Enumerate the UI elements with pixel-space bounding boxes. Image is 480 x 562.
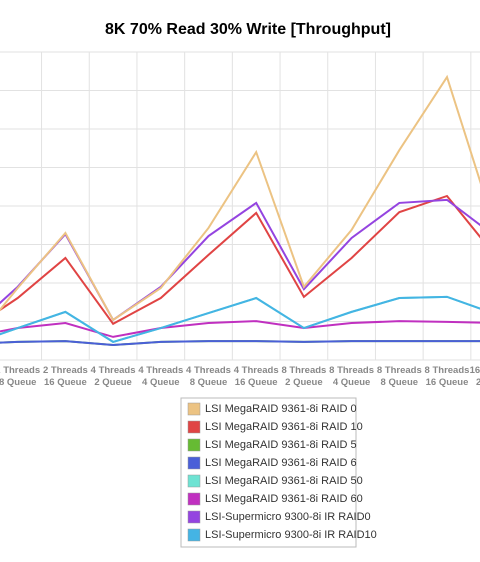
legend-swatch <box>187 528 201 542</box>
x-tick-line: 8 Threads <box>425 365 470 376</box>
series-line <box>0 295 480 343</box>
x-tick-line: 8 Threads <box>377 365 422 376</box>
legend-swatch <box>187 474 201 488</box>
legend-swatch <box>187 438 201 452</box>
legend-swatch <box>187 456 201 470</box>
legend-label: LSI-Supermicro 9300-8i IR RAID10 <box>205 529 377 541</box>
legend-swatch <box>187 510 201 524</box>
legend-label: LSI MegaRAID 9361-8i RAID 50 <box>205 475 363 487</box>
x-tick-line: 8 Threads <box>329 365 374 376</box>
x-tick-line: 8 Threads <box>281 365 326 376</box>
legend-swatch <box>187 492 201 506</box>
x-tick-line: 16 Queue <box>44 377 87 388</box>
x-tick-label: 8 Threads 8 Queue <box>377 365 422 388</box>
x-tick-line: 4 Threads <box>186 365 231 376</box>
legend-label: LSI MegaRAID 9361-8i RAID 0 <box>205 403 357 415</box>
legend-swatch <box>187 402 201 416</box>
legend-label: LSI MegaRAID 9361-8i RAID 60 <box>205 493 363 505</box>
x-tick-line: 2 Queue <box>94 377 132 388</box>
x-tick-line: 2 Queue <box>476 377 480 388</box>
series-line <box>0 198 480 322</box>
x-tick-label: 4 Threads 4 Queue <box>138 365 183 388</box>
x-tick-label: 4 Threads 2 Queue <box>91 365 136 388</box>
x-tick-label: 8 Threads 2 Queue <box>281 365 326 388</box>
legend-box <box>180 397 357 548</box>
x-tick-line: 4 Threads <box>234 365 279 376</box>
x-tick-line: 8 Queue <box>0 377 36 388</box>
series-line <box>0 340 480 346</box>
legend-label: LSI MegaRAID 9361-8i RAID 10 <box>205 421 363 433</box>
legend-label: LSI-Supermicro 9300-8i IR RAID0 <box>205 511 371 523</box>
x-tick-label: 2 Threads 16 Queue <box>43 365 88 388</box>
x-tick-line: 2 Threads <box>0 365 40 376</box>
x-tick-line: 8 Queue <box>190 377 228 388</box>
x-tick-label: 8 Threads 4 Queue <box>329 365 374 388</box>
x-tick-label: 4 Threads 16 Queue <box>234 365 279 388</box>
series-line <box>0 194 480 326</box>
x-tick-label: 8 Threads 16 Queue <box>425 365 470 388</box>
x-tick-line: 16 Queue <box>426 377 469 388</box>
series-line <box>0 74 480 322</box>
x-tick-line: 16 Queue <box>235 377 278 388</box>
legend-swatch <box>187 420 201 434</box>
x-tick-line: 8 Queue <box>381 377 419 388</box>
x-tick-line: 4 Threads <box>138 365 183 376</box>
chart-title: 8K 70% Read 30% Write [Throughput] <box>105 21 391 38</box>
legend-label: LSI MegaRAID 9361-8i RAID 6 <box>205 457 357 469</box>
x-tick-line: 4 Queue <box>142 377 180 388</box>
x-tick-line: 4 Queue <box>333 377 371 388</box>
x-tick-label: 4 Threads 8 Queue <box>186 365 231 388</box>
x-tick-line: 16 Threads <box>470 365 480 376</box>
x-tick-line: 4 Threads <box>91 365 136 376</box>
legend-label: LSI MegaRAID 9361-8i RAID 5 <box>205 439 357 451</box>
x-tick-line: 2 Threads <box>43 365 88 376</box>
series-line <box>0 320 480 338</box>
x-tick-line: 2 Queue <box>285 377 323 388</box>
